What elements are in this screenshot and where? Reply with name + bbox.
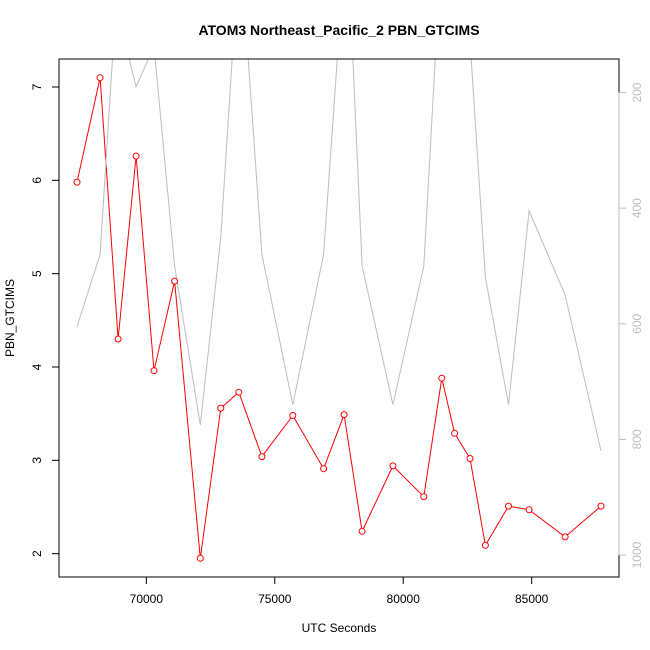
series-0-point — [561, 533, 569, 541]
series-0-line — [76, 77, 602, 559]
series-0-point — [258, 453, 266, 461]
series-0-point — [132, 152, 140, 160]
series-0-point — [505, 502, 512, 510]
x-tick-label: 85000 — [515, 592, 549, 606]
series-0-point — [597, 502, 605, 510]
x-tick-label: 70000 — [130, 592, 164, 606]
y2-tick-label: 400 — [630, 198, 644, 218]
series-0-point — [525, 506, 533, 514]
series-0-point — [114, 335, 122, 343]
y-axis-label: PBN_GTCIMS — [3, 279, 17, 357]
series-0-point — [451, 429, 459, 437]
series-0-point — [340, 411, 348, 419]
y2-tick-label: 1000 — [630, 541, 644, 568]
series-0-point — [438, 374, 446, 382]
x-tick-label: 75000 — [258, 592, 292, 606]
x-axis-label: UTC Seconds — [302, 621, 377, 635]
series-0-point — [235, 388, 243, 396]
series-0-point — [171, 277, 179, 285]
y2-axis: 200 400 600 800 1000 — [618, 82, 644, 568]
series-0-point — [358, 527, 366, 535]
series-0-point — [389, 462, 397, 470]
series-0-point — [481, 541, 489, 549]
plot-frame — [58, 58, 620, 578]
series-0-point — [320, 465, 328, 473]
y-tick-label: 3 — [30, 457, 44, 464]
y2-tick-label: 800 — [630, 429, 644, 449]
series-0-point — [73, 178, 81, 186]
x-axis: 70000 75000 80000 85000 — [130, 576, 549, 606]
y-tick-label: 5 — [30, 270, 44, 277]
y-tick-label: 6 — [30, 177, 44, 184]
y2-tick-label: 600 — [630, 313, 644, 333]
series-0-point — [420, 493, 428, 501]
series-0-point — [217, 404, 225, 412]
y-tick-label: 2 — [30, 550, 44, 557]
series-0-point — [150, 367, 158, 375]
x-tick-label: 80000 — [387, 592, 421, 606]
chart-title: ATOM3 Northeast_Pacific_2 PBN_GTCIMS — [198, 22, 479, 38]
y-axis: 2 3 4 5 6 7 — [30, 83, 60, 557]
y-tick-label: 4 — [30, 363, 44, 370]
y-tick-label: 7 — [30, 83, 44, 90]
series-0-point — [289, 412, 297, 419]
series-0-point — [96, 74, 104, 82]
series-0-point — [196, 554, 204, 562]
series-0-point — [466, 455, 474, 462]
series-1-line — [76, 59, 602, 452]
y2-tick-label: 200 — [630, 82, 644, 102]
